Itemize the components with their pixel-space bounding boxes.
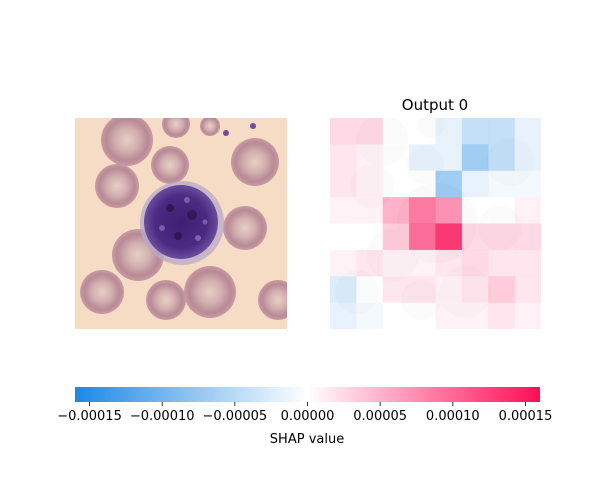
heatmap-cell: [383, 224, 410, 251]
heatmap-cell: [488, 276, 515, 303]
colorbar-tick-label: −0.00005: [203, 409, 268, 424]
heatmap-cell: [356, 144, 383, 171]
heatmap-cell: [409, 171, 436, 198]
heatmap-cell: [515, 118, 542, 145]
heatmap-cell: [330, 118, 357, 145]
heatmap-cell: [462, 250, 489, 277]
colorbar-tick-label: 0.00010: [426, 409, 480, 424]
heatmap-cell: [436, 118, 463, 145]
heatmap-cell: [383, 118, 410, 145]
heatmap-cell: [488, 171, 515, 198]
heatmap-cell: [462, 276, 489, 303]
heatmap-cell: [409, 197, 436, 224]
heatmap-cells: [330, 118, 542, 330]
heatmap-cell: [383, 276, 410, 303]
heatmap-cell: [488, 118, 515, 145]
heatmap-cell: [409, 224, 436, 251]
heatmap-title: Output 0: [402, 96, 468, 114]
heatmap-cell: [515, 276, 542, 303]
heatmap-cell: [356, 303, 383, 330]
heatmap-cell: [409, 303, 436, 330]
heatmap-cell: [515, 144, 542, 171]
heatmap-cell: [462, 224, 489, 251]
heatmap-cell: [462, 303, 489, 330]
heatmap-cell: [356, 171, 383, 198]
heatmap-cell: [488, 303, 515, 330]
heatmap-cell: [515, 171, 542, 198]
colorbar: −0.00015 −0.00010 −0.00005 0.00000 0.00005 0.…: [57, 387, 552, 447]
colorbar-tick-label: 0.00005: [353, 409, 407, 424]
heatmap-cell: [515, 303, 542, 330]
heatmap-cell: [383, 144, 410, 171]
heatmap-cell: [356, 250, 383, 277]
colorbar-tick-label: 0.00015: [499, 409, 553, 424]
heatmap-cell: [356, 118, 383, 145]
heatmap-cell: [515, 250, 542, 277]
heatmap-cell: [409, 250, 436, 277]
heatmap-cell: [436, 171, 463, 198]
heatmap-cell: [330, 171, 357, 198]
heatmap-cell: [462, 171, 489, 198]
heatmap-cell: [330, 144, 357, 171]
heatmap-cell: [488, 224, 515, 251]
heatmap-cell: [356, 197, 383, 224]
colorbar-tick-label: −0.00010: [130, 409, 195, 424]
heatmap-cell: [383, 303, 410, 330]
heatmap-cell: [409, 276, 436, 303]
heatmap-cell: [330, 197, 357, 224]
heatmap-cell: [515, 197, 542, 224]
heatmap-cell: [330, 276, 357, 303]
heatmap-cell: [436, 197, 463, 224]
heatmap-cell: [488, 197, 515, 224]
shap-heatmap-panel: [330, 110, 542, 330]
heatmap-cell: [436, 303, 463, 330]
heatmap-cell: [462, 197, 489, 224]
colorbar-ticks: −0.00015 −0.00010 −0.00005 0.00000 0.00005 0.…: [57, 402, 552, 424]
colorbar-label: SHAP value: [270, 432, 344, 447]
heatmap-cell: [462, 144, 489, 171]
heatmap-cell: [436, 224, 463, 251]
heatmap-cell: [383, 197, 410, 224]
heatmap-cell: [409, 118, 436, 145]
heatmap-cell: [383, 250, 410, 277]
heatmap-cell: [488, 250, 515, 277]
input-image-panel: [75, 110, 298, 329]
heatmap-cell: [515, 224, 542, 251]
heatmap-cell: [356, 224, 383, 251]
heatmap-cell: [330, 224, 357, 251]
heatmap-cell: [330, 250, 357, 277]
colorbar-gradient: [75, 387, 540, 402]
colorbar-tick-label: −0.00015: [57, 409, 122, 424]
heatmap-cell: [436, 250, 463, 277]
heatmap-cell: [462, 118, 489, 145]
heatmap-cell: [436, 144, 463, 171]
heatmap-cell: [488, 144, 515, 171]
heatmap-cell: [409, 144, 436, 171]
heatmap-cell: [330, 303, 357, 330]
heatmap-cell: [356, 276, 383, 303]
colorbar-tick-label: 0.00000: [281, 409, 335, 424]
heatmap-cell: [436, 276, 463, 303]
heatmap-cell: [383, 171, 410, 198]
